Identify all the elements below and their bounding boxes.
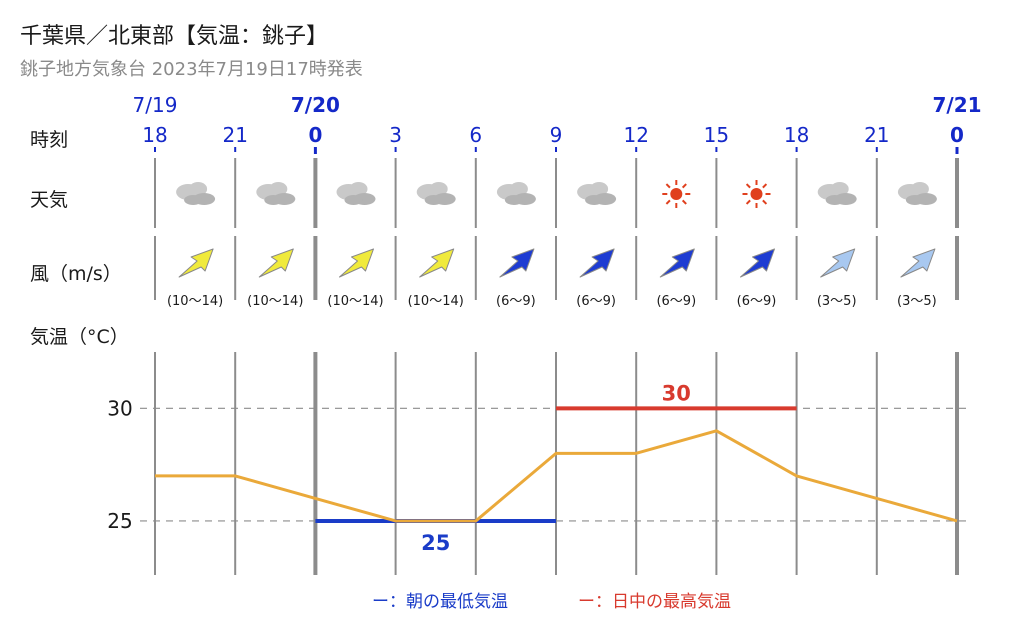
wind-speed-label: (6〜9) <box>656 294 696 309</box>
cloudy-icon <box>496 182 536 205</box>
wind-speed-label: (6〜9) <box>496 294 536 309</box>
cloudy-icon <box>897 182 937 205</box>
cloudy-icon <box>336 182 376 205</box>
temperature-row-label: 気温（°C） <box>30 326 129 348</box>
hour-tick-label: 9 <box>550 123 563 147</box>
hour-tick-label: 15 <box>704 123 729 147</box>
cloudy-icon <box>577 182 617 205</box>
cloud-shape <box>349 182 368 196</box>
y-tick-label: 30 <box>107 396 132 420</box>
date-label: 7/21 <box>932 93 981 117</box>
cloud-shape <box>509 182 528 196</box>
wind-speed-label: (10〜14) <box>408 294 464 309</box>
page-title: 千葉県／北東部【気温：銚子】 <box>20 24 329 49</box>
wind-speed-label: (10〜14) <box>167 294 223 309</box>
wind-arrow-icon <box>820 248 856 278</box>
wind-speed-label: (6〜9) <box>737 294 777 309</box>
cloud-shape <box>905 195 924 205</box>
hour-tick-label: 18 <box>784 123 809 147</box>
wind-speed-label: (3〜5) <box>897 294 937 309</box>
cloud-shape <box>590 182 609 196</box>
date-label: 7/19 <box>133 93 178 117</box>
cloud-shape <box>184 195 203 205</box>
cloud-shape <box>585 195 604 205</box>
wind-arrow-icon <box>659 248 695 278</box>
sun-ray <box>665 183 671 189</box>
sun-ray <box>745 183 751 189</box>
cloud-shape <box>189 182 208 196</box>
wind-speed-label: (6〜9) <box>576 294 616 309</box>
cloud-shape <box>429 182 448 196</box>
max-temp-label: 30 <box>662 381 691 405</box>
sun-ray <box>681 199 687 205</box>
wind-arrow-icon <box>339 248 374 278</box>
legend-max-temp: ー：日中の最高気温 <box>578 587 731 612</box>
wind-arrow-icon <box>900 248 936 278</box>
cloud-shape <box>264 195 283 205</box>
min-temp-label: 25 <box>421 531 450 555</box>
wind-arrow-icon <box>740 248 775 278</box>
cloudy-icon <box>176 182 216 205</box>
cloud-shape <box>424 195 443 205</box>
sunny-icon <box>742 180 771 208</box>
wind-arrow-icon <box>499 248 535 278</box>
wind-speed-label: (10〜14) <box>247 294 303 309</box>
wind-row-label: 風（m/s） <box>30 263 122 285</box>
cloudy-icon <box>256 182 296 205</box>
hour-tick-label: 0 <box>308 123 322 147</box>
cloud-shape <box>269 182 288 196</box>
y-tick-label: 25 <box>107 509 132 533</box>
cloudy-icon <box>817 182 857 205</box>
sun-ray <box>681 183 687 189</box>
cloud-shape <box>504 195 523 205</box>
wind-arrow-icon <box>178 248 214 278</box>
sun-disc <box>750 188 763 200</box>
hour-tick-label: 21 <box>864 123 889 147</box>
cloud-shape <box>825 195 844 205</box>
hour-tick-label: 0 <box>950 123 964 147</box>
legend-min-label: ー：朝の最低気温 <box>372 592 508 612</box>
cloud-shape <box>344 195 363 205</box>
hour-tick-label: 6 <box>469 123 482 147</box>
wind-arrow-icon <box>258 248 294 278</box>
sunny-icon <box>662 180 691 208</box>
weather-row-label: 天気 <box>30 189 69 211</box>
sun-ray <box>762 183 768 189</box>
date-label: 7/20 <box>291 93 340 117</box>
sun-ray <box>745 199 751 205</box>
cloud-shape <box>910 182 929 196</box>
legend-max-label: ー：日中の最高気温 <box>578 592 731 612</box>
wind-arrow-icon <box>579 248 615 278</box>
sun-ray <box>665 199 671 205</box>
time-row-label: 時刻 <box>30 129 69 151</box>
wind-speed-label: (10〜14) <box>327 294 383 309</box>
sun-ray <box>762 199 768 205</box>
hour-tick-label: 21 <box>222 123 247 147</box>
wind-arrow-icon <box>419 248 455 278</box>
hour-tick-label: 3 <box>389 123 402 147</box>
wind-speed-label: (3〜5) <box>817 294 857 309</box>
page-subtitle: 銚子地方気象台 2023年7月19日17時発表 <box>20 59 363 80</box>
hour-tick-label: 18 <box>142 123 167 147</box>
cloudy-icon <box>416 182 456 205</box>
cloud-shape <box>830 182 849 196</box>
legend-min-temp: ー：朝の最低気温 <box>372 587 508 612</box>
hour-tick-label: 12 <box>623 123 648 147</box>
sun-disc <box>670 188 683 200</box>
